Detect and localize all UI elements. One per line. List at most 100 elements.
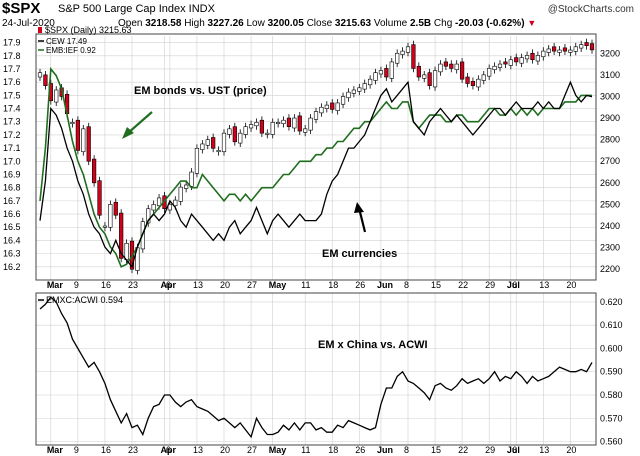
spx-candles [37, 38, 595, 275]
spx-candle [438, 63, 443, 73]
spx-candle [227, 128, 232, 135]
left-tick-label: 17.2 [3, 130, 21, 140]
x-tick-label: Jul [507, 280, 520, 290]
x-tick-label: 20 [220, 280, 230, 290]
x-tick-label-lower: 22 [458, 445, 468, 455]
x-tick-label: 29 [485, 280, 495, 290]
left-tick-label: 17.3 [3, 117, 21, 127]
left-tick-label: 17.8 [3, 51, 21, 61]
quote-date: 24-Jul-2020 [2, 18, 55, 29]
legend-emxc: EMXC:ACWI 0.594 [46, 295, 123, 305]
spx-candle [254, 122, 259, 127]
x-tick-label: 23 [128, 280, 138, 290]
spx-candle [211, 137, 216, 149]
spx-candle [427, 72, 432, 86]
spx-candle [303, 128, 308, 133]
left-tick-label: 16.9 [3, 169, 21, 179]
open-value: 3218.58 [145, 18, 182, 29]
annotation-currencies: EM currencies [322, 248, 397, 260]
spx-candle [443, 61, 448, 67]
spx-candle [346, 91, 351, 99]
spx-candle [308, 117, 313, 131]
left-tick-label: 17.5 [3, 90, 21, 100]
close-label: Close [306, 18, 333, 29]
spx-candle [92, 158, 97, 184]
low-label: Low [246, 18, 265, 29]
x-tick-label-lower: 9 [74, 445, 79, 455]
spx-candle [465, 76, 470, 84]
spx-candle [43, 74, 48, 86]
spx-candle [416, 65, 421, 78]
x-tick-label-lower: Mar [47, 445, 64, 455]
spx-candle [216, 150, 221, 153]
spx-candle [541, 50, 546, 58]
x-tick-label-lower: 8 [404, 445, 409, 455]
x-tick-label-lower: 20 [220, 445, 230, 455]
spx-candle [378, 70, 384, 75]
chg-value: -20.03 (-0.62%) [455, 18, 525, 29]
x-tick-label-lower: 16 [101, 445, 111, 455]
spx-candle [167, 204, 172, 211]
spx-candle [411, 44, 416, 69]
spx-candle [389, 61, 394, 79]
spx-candle [552, 46, 557, 52]
spx-candle [514, 57, 519, 63]
left-tick-label: 16.5 [3, 222, 21, 232]
annotation-bonds: EM bonds vs. UST (price) [134, 85, 267, 97]
x-tick-label: 9 [74, 280, 79, 290]
x-tick-label-lower: 23 [128, 445, 138, 455]
spx-candle [151, 204, 156, 211]
x-tick-label: May [269, 280, 287, 290]
right-tick-label: 2700 [600, 156, 620, 166]
spx-candle [362, 83, 367, 90]
spx-candle [454, 63, 459, 70]
spx-candle [470, 81, 476, 86]
legend-cew: CEW 17.49 [46, 37, 87, 46]
lower-tick-label: 0.590 [600, 367, 623, 377]
spx-candle [146, 208, 151, 224]
annotation-china: EM x China vs. ACWI [318, 339, 428, 351]
spx-candle [546, 48, 551, 53]
spx-candle [200, 143, 205, 150]
spx-candle [384, 68, 389, 78]
x-tick-label: 20 [566, 280, 576, 290]
x-tick-label-lower: Jul [507, 445, 520, 455]
legend-spx-swatch [38, 27, 42, 33]
legend-spx: $SPX (Daily) 3215.63 [45, 25, 132, 35]
low-value: 3200.05 [267, 18, 304, 29]
emxc-acwi-line [39, 296, 593, 439]
spx-candle [276, 122, 281, 124]
left-tick-label: 16.6 [3, 209, 21, 219]
spx-candle [248, 124, 254, 129]
x-tick-label: Apr [160, 280, 176, 290]
x-tick-label: 11 [301, 280, 310, 290]
spx-candle [481, 74, 486, 81]
spx-candle [75, 119, 80, 151]
spx-candle [351, 89, 356, 94]
left-tick-label: 17.7 [3, 64, 21, 74]
right-tick-label: 2600 [600, 178, 620, 188]
credit: @StockCharts.com [547, 4, 634, 15]
spx-candle [81, 128, 86, 153]
x-tick-label-lower: 18 [328, 445, 338, 455]
x-tick-label: 22 [458, 280, 468, 290]
cew-line [39, 80, 593, 269]
right-tick-label: 2500 [600, 199, 620, 209]
volume-value: 2.5B [410, 18, 432, 29]
spx-candle [86, 126, 91, 162]
x-tick-label-lower: 11 [301, 445, 310, 455]
spx-candle [357, 87, 362, 92]
lower-right-axis: 0.560 0.570 0.580 0.590 0.600 0.610 0.620 [600, 297, 623, 447]
spx-candle [400, 50, 405, 55]
x-tick-label-lower: 29 [485, 445, 495, 455]
x-tick-label: Jun [377, 280, 393, 290]
x-tick-label: 13 [539, 280, 549, 290]
left-tick-label: 17.1 [3, 143, 21, 153]
spx-candle [265, 132, 270, 135]
left-tick-label: 16.7 [3, 196, 21, 206]
x-tick-label: 16 [101, 280, 111, 290]
right-tick-label: 2800 [600, 135, 620, 145]
spx-candle [330, 102, 335, 110]
spx-candle [189, 171, 194, 187]
spx-candle [286, 117, 292, 127]
